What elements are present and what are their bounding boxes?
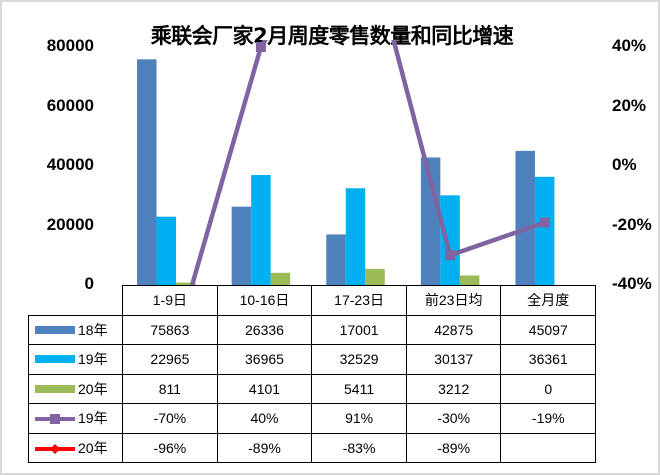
legend-label: 20年 xyxy=(78,439,108,456)
right-axis-tick: -20% xyxy=(612,214,652,234)
data-label: 36965 xyxy=(216,344,313,375)
table-row: 18年 75863 26336 17001 42875 45097 xyxy=(27,314,597,345)
data-label: -83% xyxy=(311,432,407,463)
legend-cell: 19年 xyxy=(27,344,124,375)
data-label: -70% xyxy=(122,403,218,434)
data-label: 75863 xyxy=(122,314,218,345)
bar-20年-17-23日 xyxy=(365,268,385,285)
data-label: 3212 xyxy=(405,373,502,404)
bar-18年-全月度 xyxy=(515,150,535,285)
left-axis-tick: 80000 xyxy=(46,36,94,55)
data-label: 42875 xyxy=(405,314,502,345)
table-row: 20年 -96% -89% -83% -89% xyxy=(27,432,597,463)
legend-bar-swatch xyxy=(35,384,75,393)
legend-cell: 18年 xyxy=(27,314,124,345)
data-table: 1-9日 10-16日 17-23日 前23日均 全月度 18年 75863 26336 170… xyxy=(27,285,597,463)
legend-cell: 19年 xyxy=(27,403,124,434)
category-label: 全月度 xyxy=(500,285,597,316)
legend-label: 19年 xyxy=(78,410,108,427)
data-label: 0 xyxy=(500,373,597,404)
table-row: 19年 -70% 40% 91% -30% -19% xyxy=(27,403,597,434)
right-axis-tick: 0% xyxy=(612,155,637,174)
left-axis-tick: 60000 xyxy=(46,95,94,115)
left-axis-tick: 40000 xyxy=(46,155,94,174)
legend-label: 20年 xyxy=(78,380,108,397)
data-label: -96% xyxy=(122,432,218,463)
legend-bar-swatch xyxy=(35,325,75,334)
bar-18年-10-16日 xyxy=(231,206,252,285)
data-label: -89% xyxy=(405,432,502,463)
data-label: 32529 xyxy=(311,344,407,375)
marker-19年 xyxy=(255,42,266,52)
data-label: 91% xyxy=(311,403,407,434)
right-axis-tick: 20% xyxy=(612,95,647,115)
bar-19年-10-16日 xyxy=(251,175,271,285)
bar-20年-1-9日 xyxy=(176,282,196,285)
legend-bar-swatch xyxy=(35,355,75,364)
right-axis-tick: -40% xyxy=(612,274,652,293)
left-axis-tick: 20000 xyxy=(46,214,94,234)
data-label: -89% xyxy=(216,432,313,463)
bar-20年-10-16日 xyxy=(270,272,291,285)
left-axis-tick: 0 xyxy=(84,274,94,293)
legend-label: 18年 xyxy=(78,321,108,338)
bar-18年-17-23日 xyxy=(326,234,346,285)
bar-18年-前23日均 xyxy=(420,157,441,285)
table-row: 20年 811 4101 5411 3212 0 xyxy=(27,373,597,404)
data-label: 45097 xyxy=(500,314,597,345)
data-label: 5411 xyxy=(311,373,407,404)
legend-label: 19年 xyxy=(78,351,108,368)
legend-cell: 20年 xyxy=(27,373,124,404)
bar-19年-全月度 xyxy=(534,176,555,285)
data-label: 30137 xyxy=(405,344,502,375)
bar-18年-1-9日 xyxy=(137,59,157,286)
category-label: 前23日均 xyxy=(405,285,502,316)
chart-title: 乘联会厂家2月周度零售数量和同比增速 xyxy=(150,24,514,48)
table-header-row: 1-9日 10-16日 17-23日 前23日均 全月度 xyxy=(28,285,597,316)
category-label: 10-16日 xyxy=(216,285,313,316)
bar-19年-前23日均 xyxy=(440,195,460,285)
right-axis-tick: 40% xyxy=(612,36,647,55)
data-label: 26336 xyxy=(216,314,313,345)
legend-line-swatch xyxy=(34,412,76,425)
category-label: 17-23日 xyxy=(311,285,407,316)
legend-line-swatch xyxy=(34,442,76,454)
marker-19年 xyxy=(539,217,550,228)
data-label: 4101 xyxy=(216,373,313,404)
legend-cell: 20年 xyxy=(27,432,124,463)
bar-19年-1-9日 xyxy=(156,216,177,285)
bar-20年-前23日均 xyxy=(459,275,480,285)
data-label: 17001 xyxy=(311,314,407,345)
marker-19年 xyxy=(445,250,456,261)
bar-19年-17-23日 xyxy=(345,188,366,285)
data-label: -30% xyxy=(405,403,502,434)
data-label: 40% xyxy=(216,403,313,434)
line-19年-growth xyxy=(189,40,546,286)
data-label: -19% xyxy=(500,403,597,434)
data-label xyxy=(500,432,597,463)
table-row: 19年 22965 36965 32529 30137 36361 xyxy=(27,344,597,375)
data-label: 22965 xyxy=(122,344,218,375)
category-label: 1-9日 xyxy=(122,285,218,316)
data-label: 811 xyxy=(122,373,218,404)
data-label: 36361 xyxy=(500,344,597,375)
